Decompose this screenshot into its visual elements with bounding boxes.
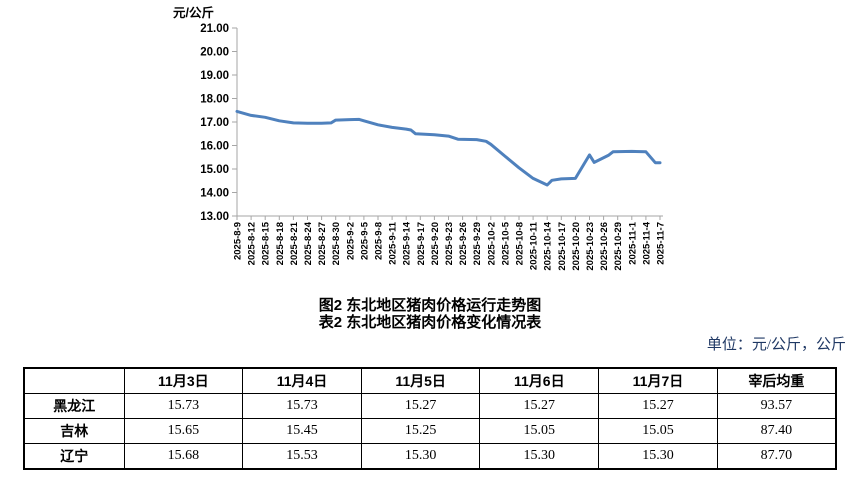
table-header-cell: 11月3日 <box>123 367 244 394</box>
value-cell: 15.53 <box>242 443 362 470</box>
x-tick-label: 2025-11-1 <box>627 221 638 265</box>
x-tick-label: 2025-11-4 <box>641 221 652 265</box>
value-cell: 87.70 <box>716 443 837 470</box>
x-tick-label: 2025-8-12 <box>247 222 258 265</box>
y-tick-label: 18.00 <box>200 94 229 106</box>
value-cell: 15.05 <box>598 418 718 444</box>
price-table-container: 11月3日 11月4日 11月5日 11月6日 11月7日 宰后均重 黑龙江 15.73 15… <box>23 367 837 470</box>
province-label: 吉林 <box>23 418 125 444</box>
table-header-cell: 11月6日 <box>479 367 600 394</box>
table-header-cell: 宰后均重 <box>716 367 837 394</box>
table-row: 吉林 15.65 15.45 15.25 15.05 15.05 87.40 <box>23 418 837 444</box>
value-cell: 15.30 <box>598 443 718 470</box>
value-cell: 15.45 <box>242 418 362 444</box>
x-tick-label: 2025-10-17 <box>557 222 568 271</box>
x-tick-label: 2025-8-24 <box>303 221 314 265</box>
y-tick-label: 21.00 <box>200 23 229 35</box>
value-cell: 15.27 <box>360 393 481 419</box>
x-tick-label: 2025-9-2 <box>345 222 356 260</box>
value-cell: 15.73 <box>123 393 244 419</box>
line-chart-svg: 21.00 20.00 19.00 18.00 17.00 16.00 15.00 14.00… <box>173 5 667 271</box>
value-cell: 15.27 <box>598 393 718 419</box>
y-tick-label: 20.00 <box>200 47 229 59</box>
table-corner-cell <box>23 367 125 394</box>
x-tick-label: 2025-8-30 <box>331 222 342 265</box>
y-tick-label: 15.00 <box>200 164 229 176</box>
x-tick-label: 2025-10-26 <box>599 222 610 271</box>
province-label: 黑龙江 <box>23 393 125 419</box>
x-tick-label: 2025-9-26 <box>458 222 469 265</box>
y-tick-label: 19.00 <box>200 70 229 82</box>
value-cell: 15.27 <box>479 393 600 419</box>
province-label: 辽宁 <box>23 443 125 470</box>
x-tick-label: 2025-9-11 <box>388 221 399 265</box>
captions: 图2 东北地区猪肉价格运行走势图 表2 东北地区猪肉价格变化情况表 <box>0 297 860 331</box>
x-tick-label: 2025-10-5 <box>500 221 511 265</box>
value-cell: 15.65 <box>123 418 244 444</box>
x-tick-label: 2025-8-27 <box>317 222 328 265</box>
x-tick-label: 2025-10-11 <box>529 221 540 270</box>
price-line <box>235 109 662 187</box>
table-row: 黑龙江 15.73 15.73 15.27 15.27 15.27 93.57 <box>23 393 837 419</box>
x-tick-label: 2025-9-5 <box>359 221 370 260</box>
x-tick-label: 2025-10-23 <box>585 222 596 271</box>
y-tick-label: 17.00 <box>200 117 229 129</box>
value-cell: 93.57 <box>716 393 837 419</box>
value-cell: 15.25 <box>360 418 481 444</box>
x-tick-label: 2025-8-21 <box>289 221 300 265</box>
y-tick-label: 13.00 <box>200 211 229 223</box>
table-header-cell: 11月5日 <box>360 367 481 394</box>
x-tick-label: 2025-8-18 <box>275 222 286 265</box>
y-axis-title: 元/公斤 <box>173 5 214 20</box>
value-cell: 15.05 <box>479 418 600 444</box>
value-cell: 15.30 <box>360 443 481 470</box>
x-tick-label: 2025-9-29 <box>472 222 483 265</box>
table-header-row: 11月3日 11月4日 11月5日 11月6日 11月7日 宰后均重 <box>23 367 837 394</box>
value-cell: 87.40 <box>716 418 837 444</box>
x-tick-label: 2025-9-14 <box>402 221 413 265</box>
price-trend-chart: 21.00 20.00 19.00 18.00 17.00 16.00 15.00 14.00… <box>173 5 667 271</box>
x-tick-label: 2025-9-20 <box>430 222 441 265</box>
y-tick-label: 16.00 <box>200 141 229 153</box>
x-tick-label: 2025-10-14 <box>543 221 554 270</box>
x-tick-label: 2025-10-20 <box>571 222 582 271</box>
x-tick-label: 2025-9-8 <box>374 222 385 260</box>
figure-caption: 图2 东北地区猪肉价格运行走势图 <box>318 297 542 314</box>
y-tick-label: 14.00 <box>200 188 229 200</box>
x-tick-label: 2025-11-7 <box>656 222 667 265</box>
x-tick-label: 2025-8-9 <box>233 222 244 260</box>
x-tick-label: 2025-10-29 <box>613 222 624 271</box>
x-tick-label: 2025-10-8 <box>515 222 526 265</box>
value-cell: 15.68 <box>123 443 244 470</box>
value-cell: 15.73 <box>242 393 362 419</box>
table-caption: 表2 东北地区猪肉价格变化情况表 <box>318 314 542 331</box>
unit-note: 单位：元/公斤，公斤 <box>706 337 846 353</box>
table-header-cell: 11月4日 <box>242 367 362 394</box>
x-tick-label: 2025-10-2 <box>486 222 497 265</box>
table-row: 辽宁 15.68 15.53 15.30 15.30 15.30 87.70 <box>23 443 837 470</box>
price-table: 11月3日 11月4日 11月5日 11月6日 11月7日 宰后均重 黑龙江 15.73 15… <box>23 367 837 470</box>
table-header-cell: 11月7日 <box>598 367 718 394</box>
value-cell: 15.30 <box>479 443 600 470</box>
x-tick-label: 2025-8-15 <box>261 221 272 265</box>
x-tick-label: 2025-9-17 <box>416 222 427 265</box>
x-tick-label: 2025-9-23 <box>444 222 455 265</box>
